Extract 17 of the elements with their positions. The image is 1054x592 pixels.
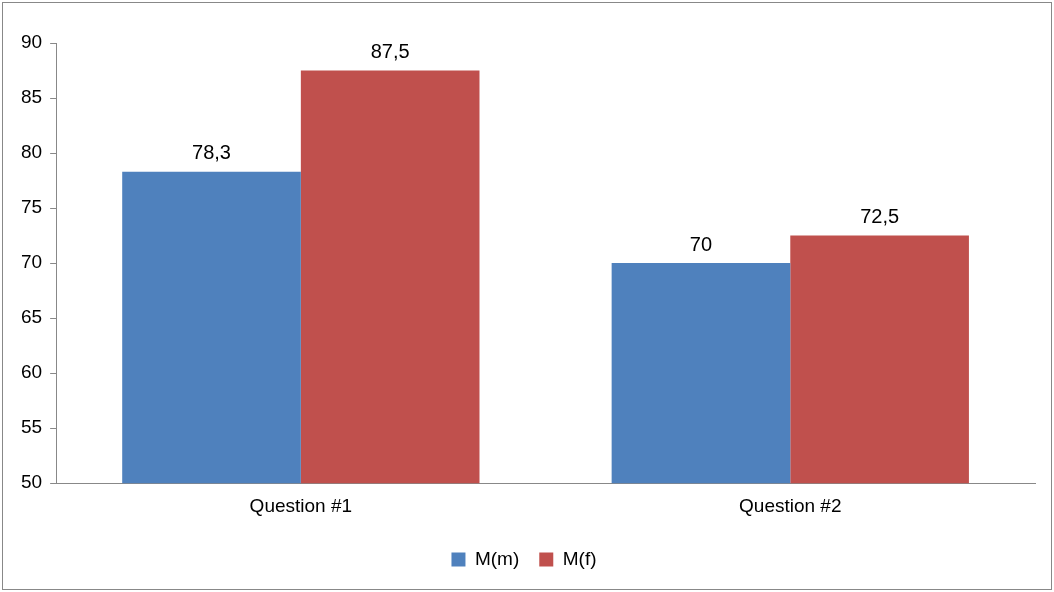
data-label: 78,3: [192, 141, 231, 164]
y-tick-label: 55: [20, 416, 43, 438]
x-tick-label: Question #1: [249, 494, 353, 516]
y-tick-label: 85: [20, 86, 43, 108]
y-tick-label: 75: [20, 196, 43, 218]
data-label: 87,5: [370, 40, 410, 63]
y-tick-label: 70: [20, 251, 43, 273]
x-tick-label: Question #2: [739, 494, 842, 516]
data-label: 72,5: [860, 205, 900, 228]
legend-label: M(f): [562, 547, 597, 569]
y-tick-label: 60: [20, 361, 43, 383]
legend-label: M(m): [474, 547, 520, 569]
y-tick-label: 90: [20, 31, 43, 53]
y-tick-label: 65: [20, 306, 43, 328]
y-tick-label: 80: [20, 141, 43, 163]
data-label: 70: [689, 232, 713, 255]
y-tick-label: 50: [20, 471, 43, 493]
